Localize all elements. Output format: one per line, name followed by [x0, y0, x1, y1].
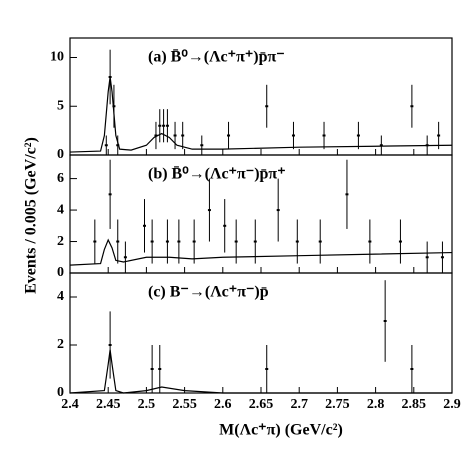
y-tick-label: 4: [57, 289, 64, 304]
x-tick-label: 2.7: [290, 397, 308, 412]
x-tick-label: 2.9: [443, 397, 461, 412]
y-tick-label: 10: [50, 50, 64, 65]
y-tick-label: 4: [57, 202, 64, 217]
y-tick-label: 0: [57, 147, 64, 162]
y-tick-label: 5: [57, 98, 64, 113]
x-tick-label: 2.55: [172, 397, 197, 412]
x-tick-label: 2.4: [61, 397, 79, 412]
fit-curve: [69, 349, 452, 394]
x-tick-label: 2.65: [249, 397, 274, 412]
y-tick-label: 0: [57, 385, 64, 400]
x-tick-label: 2.8: [367, 397, 385, 412]
fit-curve: [69, 238, 453, 266]
y-tick-label: 2: [57, 337, 64, 352]
y-tick-label: 2: [57, 234, 64, 249]
panel-title: (a) B̄⁰→(Λc⁺π⁺)p̄π⁻: [148, 47, 285, 66]
x-tick-label: 2.85: [402, 397, 427, 412]
x-tick-label: 2.6: [214, 397, 232, 412]
y-tick-label: 6: [57, 171, 64, 186]
panel-title: (c) B⁻→(Λc⁺π⁻)p̄: [148, 284, 269, 301]
x-tick-label: 2.5: [138, 397, 156, 412]
x-axis-label: M(Λc⁺π) (GeV/c²): [219, 422, 343, 439]
panel-title: (b) B̄⁰→(Λc⁺π⁻)p̄π⁺: [148, 164, 286, 183]
fit-curve: [69, 76, 453, 153]
y-tick-label: 0: [57, 265, 64, 280]
y-axis-label: Events / 0.005 (GeV/c²): [23, 137, 40, 294]
x-tick-label: 2.75: [325, 397, 350, 412]
x-tick-label: 2.45: [96, 397, 121, 412]
